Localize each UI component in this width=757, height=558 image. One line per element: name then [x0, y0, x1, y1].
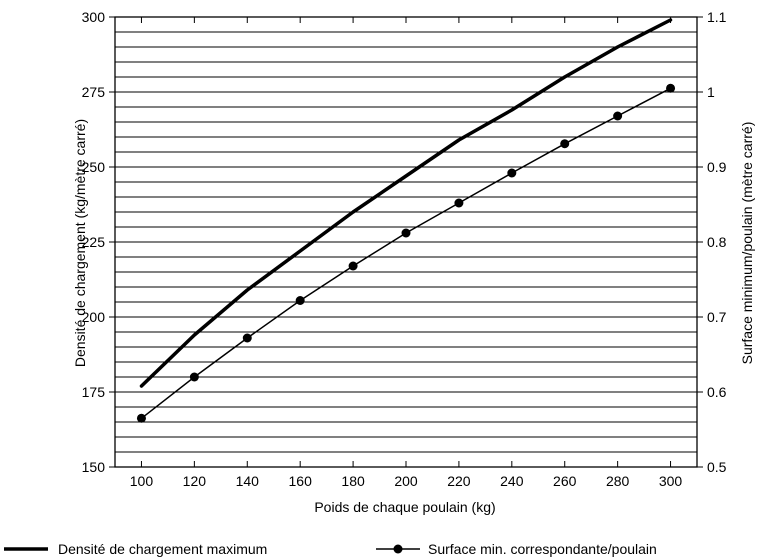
y-right-tick-label: 1.1 [707, 9, 727, 25]
y-left-tick-label: 175 [82, 384, 106, 400]
y-left-axis-title: Densité de chargement (kg/mètre carré) [72, 119, 88, 367]
y-right-tick-label: 0.9 [707, 159, 727, 175]
legend-marker-surface [393, 544, 403, 554]
series-line-1 [140, 87, 672, 420]
series-point-1 [401, 228, 411, 238]
y-left-tick-label: 250 [82, 159, 106, 175]
y-left-tick-label: 225 [82, 234, 106, 250]
y-left-tick-label: 150 [82, 459, 106, 475]
series-point-1 [295, 296, 305, 305]
y-left-tick-label: 300 [82, 9, 106, 25]
series-point-1 [454, 198, 464, 208]
y-right-axis-title: Surface minimum/poulain (mètre carré) [739, 122, 755, 365]
series-point-1 [348, 261, 358, 271]
series [136, 18, 676, 423]
x-tick-label: 160 [289, 473, 313, 489]
grid [115, 31, 697, 453]
x-tick-label: 140 [236, 473, 260, 489]
series-point-1 [136, 413, 146, 423]
x-tick-label: 260 [553, 473, 577, 489]
legend-item-density: Densité de chargement maximum [4, 541, 267, 557]
legend-item-surface: Surface min. correspondante/poulain [376, 541, 657, 557]
x-tick-label: 120 [183, 473, 207, 489]
x-axis-title: Poids de chaque poulain (kg) [314, 499, 495, 515]
legend: Densité de chargement maximum Surface mi… [4, 541, 657, 557]
y-right-tick-label: 0.5 [707, 459, 727, 475]
legend-label-density: Densité de chargement maximum [58, 541, 267, 557]
y-right-tick-label: 0.6 [707, 384, 727, 400]
x-tick-label: 200 [394, 473, 418, 489]
y-left-tick-label: 275 [82, 84, 106, 100]
legend-label-surface: Surface min. correspondante/poulain [428, 541, 657, 557]
x-tick-label: 300 [659, 473, 683, 489]
y-left-tick-label: 200 [82, 309, 106, 325]
series-point-1 [507, 168, 517, 178]
x-tick-label: 240 [500, 473, 524, 489]
x-tick-label: 180 [341, 473, 365, 489]
tick-labels: 100 120 140 160 180 200 220 240 260 280 300 150 175 2… [82, 9, 727, 489]
series-point-1 [666, 83, 676, 93]
series-point-1 [560, 139, 570, 149]
y-right-tick-label: 0.7 [707, 309, 727, 325]
x-tick-label: 280 [606, 473, 630, 489]
series-line-0 [139, 18, 673, 388]
y-right-tick-label: 1 [707, 84, 715, 100]
series-point-1 [613, 111, 623, 121]
y-right-tick-label: 0.8 [707, 234, 727, 250]
x-tick-label: 100 [130, 473, 154, 489]
series-point-1 [189, 372, 199, 382]
x-tick-label: 220 [447, 473, 471, 489]
series-point-1 [242, 333, 252, 343]
